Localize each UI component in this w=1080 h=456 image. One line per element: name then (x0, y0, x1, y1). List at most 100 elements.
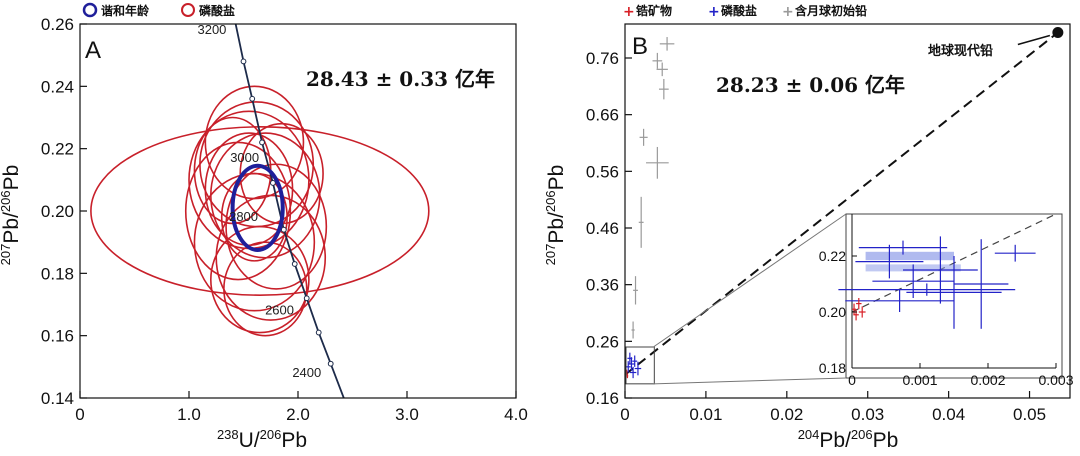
panel-a-xtick-label: 0 (75, 405, 84, 424)
concordia-curve (234, 24, 345, 398)
xlabel-a-main1: U/ (239, 429, 260, 452)
panel-b-frame (624, 23, 1071, 399)
xlabel-b-sup1: 204 (798, 427, 820, 442)
ylabel-b-main2: Pb (545, 165, 568, 191)
panel-b-ytick-label: 0.16 (586, 389, 619, 408)
phosphate-error-ellipse (210, 225, 310, 334)
panel-b-ytick-label: 0.76 (586, 49, 619, 68)
panel-b-ytick-label: 0.56 (586, 162, 619, 181)
panel-a-ytick-label: 0.20 (41, 202, 74, 221)
concordia-age-tick (249, 95, 256, 102)
zoom-source-box (625, 346, 655, 385)
concordia-age-tick (259, 139, 265, 146)
panel-a-ytick-label: 0.22 (41, 140, 74, 159)
concordia-age-label: 3200 (197, 22, 226, 37)
concordia-age-tick (291, 261, 298, 267)
inset-ytick-label: 0.18 (819, 360, 846, 376)
panel-a: 谐和年龄 磷酸盐 3200 3000 2800 2600 2400 0 1.0 2.0 3.0… (0, 2, 528, 452)
modern-lead-label: 地球现代铅 (928, 43, 993, 59)
panel-b-xlabel: 204Pb/206Pb (798, 427, 899, 452)
legend-zircon-marker: + (623, 4, 635, 20)
legend-phosphate-marker (181, 3, 195, 17)
panel-b-ytick-label: 0.66 (586, 106, 619, 125)
concordia-age-ellipse (230, 163, 285, 252)
concordia-age-tick (315, 329, 322, 336)
panel-a-letter: A (85, 37, 101, 64)
concordia-age-tick (280, 226, 287, 233)
panel-b-xtick-label: 0.01 (689, 405, 722, 424)
legend-phosphate-b-marker: + (708, 4, 720, 20)
concordia-age-label: 2600 (265, 303, 294, 318)
phosphate-error-ellipse (223, 241, 308, 337)
panel-a-xtick-label: 4.0 (504, 405, 528, 424)
panel-b-age-annotation: 28.23 ± 0.06 亿年 (716, 73, 905, 97)
legend-phosphate-label: 磷酸盐 (199, 3, 235, 18)
inset-xtick-label: 0.002 (970, 372, 1005, 388)
concordia-age-label: 2800 (229, 209, 258, 224)
panel-b-ytick-label: 0.36 (586, 276, 619, 295)
concordia-age-tick (270, 180, 276, 186)
ylabel-a-main2: Pb (0, 165, 23, 191)
ylabel-a-sup2: 206 (0, 190, 13, 212)
panel-a-concordia-age-labels: 3200 3000 2800 2600 2400 (197, 22, 321, 380)
xlabel-a-sup2: 206 (260, 427, 282, 442)
panel-b-xtick-label: 0.03 (851, 405, 884, 424)
panel-b-xtick-label: 0 (620, 405, 629, 424)
inset-ytick-label: 0.22 (819, 248, 846, 264)
xlabel-a-main2: Pb (281, 429, 307, 452)
inset-xtick-label: 0 (848, 372, 856, 388)
legend-concordia-age-marker (82, 2, 98, 18)
legend-initial-lead-marker: + (782, 4, 794, 20)
xlabel-a-sup1: 238 (217, 427, 239, 442)
panel-b-plot: 0 0.001 0.002 0.003 0.18 0.20 0.22 (624, 27, 1074, 388)
phosphate-error-ellipse (90, 126, 430, 296)
inset-xtick-label: 0.001 (902, 372, 937, 388)
regression-line (624, 31, 1059, 376)
concordia-age-tick (327, 360, 334, 367)
concordia-age-label: 3000 (230, 150, 259, 165)
inset-xtick-label: 0.003 (1038, 372, 1073, 388)
ylabel-a-sup1: 207 (0, 244, 13, 266)
panel-a-ytick-label: 0.14 (41, 389, 74, 408)
panel-a-ytick-label: 0.18 (41, 264, 74, 283)
phosphate-error-ellipse (204, 85, 305, 200)
xlabel-b-main1: Pb/ (819, 429, 851, 452)
ylabel-b-sup2: 206 (543, 190, 558, 212)
phosphate-error-ellipse (220, 172, 288, 262)
panel-b: + 锆矿物 + 磷酸盐 + 含月球初始铅 0 0.001 0.002 0.003 0.1… (543, 3, 1074, 452)
ylabel-b-main1: Pb/ (545, 212, 568, 244)
panel-a-ytick-label: 0.26 (41, 15, 74, 34)
panel-a-age-annotation: 28.43 ± 0.33 亿年 (306, 67, 495, 91)
panel-b-axes: 0 0.01 0.02 0.03 0.04 0.05 0.16 0.26 0.36 0.46 0.5… (586, 49, 1046, 424)
xlabel-b-sup2: 206 (851, 427, 873, 442)
concordia-age-tick (303, 295, 310, 302)
phosphate-error-ellipse (215, 194, 327, 321)
ylabel-a-main1: Pb/ (0, 212, 23, 244)
modern-lead-arrow (1017, 34, 1051, 46)
phosphate-error-ellipse (184, 141, 292, 281)
panel-b-ytick-label: 0.46 (586, 219, 619, 238)
modern-lead-point (1052, 27, 1064, 38)
panel-a-ytick-label: 0.24 (41, 77, 74, 96)
phosphate-error-ellipse (225, 163, 328, 290)
panel-a-xtick-label: 3.0 (395, 405, 419, 424)
panel-b-ytick-label: 0.26 (586, 332, 619, 351)
panel-b-legend: + 锆矿物 + 磷酸盐 + 含月球初始铅 (623, 3, 867, 20)
panel-a-xlabel: 238U/206Pb (217, 427, 307, 452)
panel-a-concordia (230, 24, 345, 398)
legend-phosphate-b-label: 磷酸盐 (721, 3, 757, 18)
panel-b-xtick-label: 0.02 (770, 405, 803, 424)
panel-b-ylabel: 207Pb/206Pb (543, 165, 568, 266)
inset-connector-bottom (653, 377, 847, 385)
legend-zircon-label: 锆矿物 (636, 3, 672, 18)
inset-highlight-band (865, 251, 954, 261)
panel-b-xtick-label: 0.04 (932, 405, 965, 424)
panel-b-xtick-label: 0.05 (1013, 405, 1046, 424)
ylabel-b-sup1: 207 (543, 244, 558, 266)
panel-a-ellipses (90, 85, 430, 337)
legend-concordia-age-label: 谐和年龄 (101, 3, 150, 18)
panel-b-letter: B (632, 33, 648, 60)
panel-a-xtick-label: 1.0 (177, 405, 201, 424)
panel-a-xtick-label: 2.0 (286, 405, 310, 424)
